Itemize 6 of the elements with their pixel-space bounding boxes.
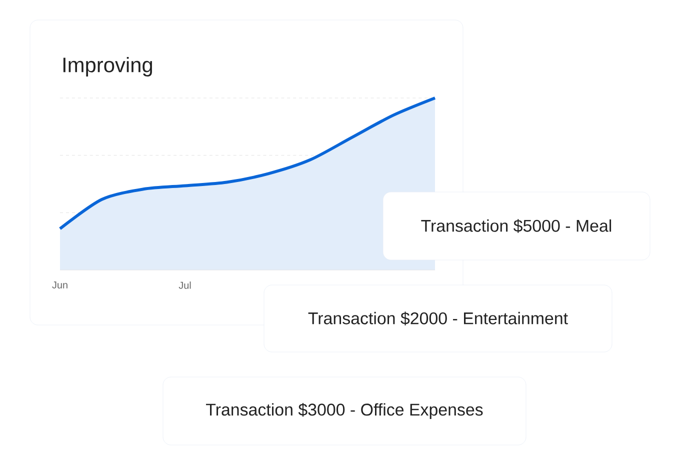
text: Transaction $3000 - Office Expenses	[206, 402, 483, 420]
annotation: Transaction $5000 - Meal	[421, 219, 612, 233]
text: Transaction $2000 - Entertainment	[308, 312, 568, 326]
chart-title: Improving	[63, 57, 152, 76]
x-tick-label: Jul	[178, 282, 191, 289]
x-tick-label: Jun	[52, 282, 68, 288]
